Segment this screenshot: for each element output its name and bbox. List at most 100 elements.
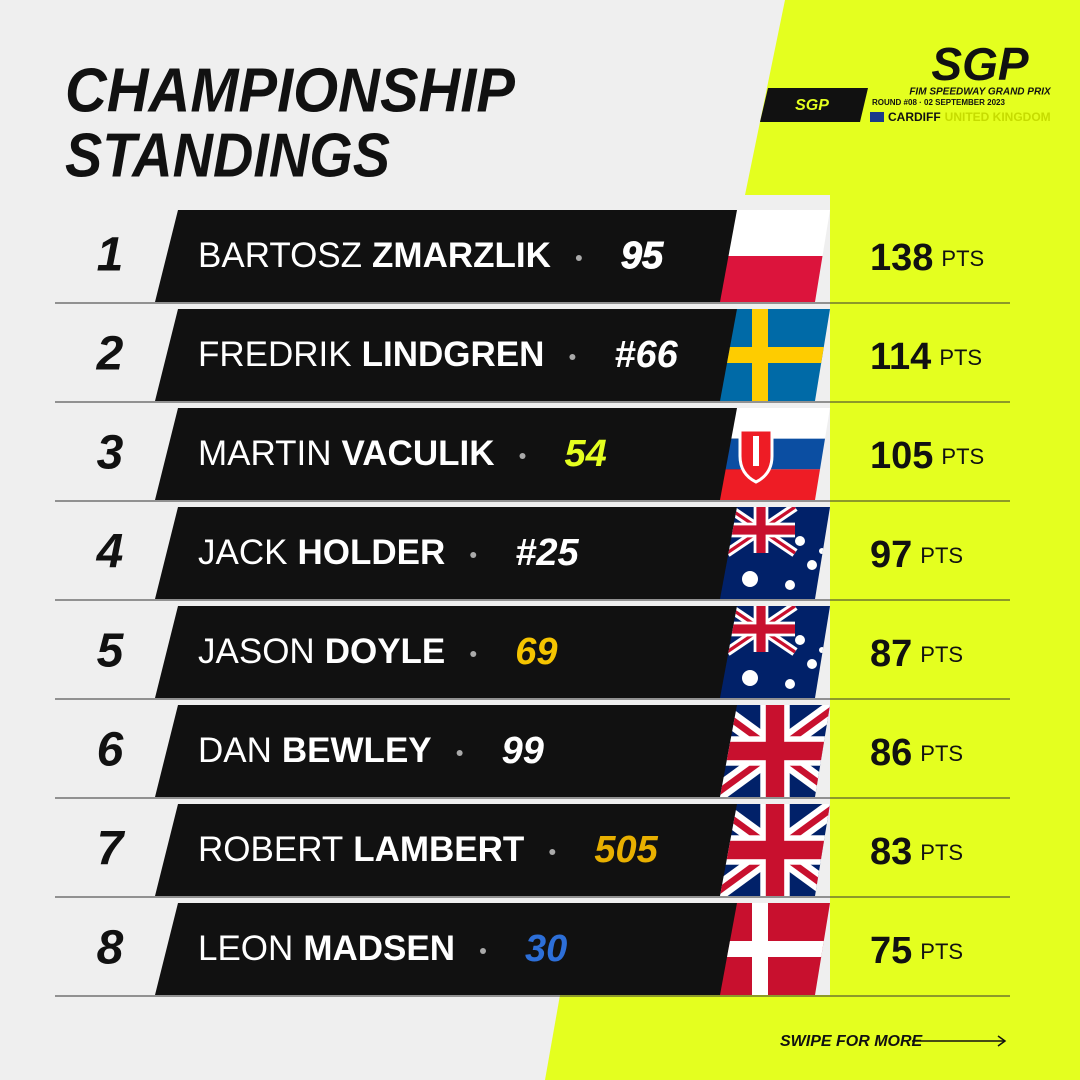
flag-band <box>720 438 830 470</box>
flag-cross <box>720 840 830 860</box>
points-unit: PTS <box>920 642 963 667</box>
rider-name: BARTOSZ ZMARZLIK <box>198 236 551 275</box>
first-name: JACK <box>198 533 287 572</box>
first-name: BARTOSZ <box>198 236 362 275</box>
last-name: MADSEN <box>303 929 455 968</box>
row-bar <box>155 606 740 698</box>
points-value: 87 <box>870 633 912 675</box>
city: CARDIFF UNITED KINGDOM <box>888 110 1051 124</box>
rank: 2 <box>96 328 124 381</box>
rider-number: 505 <box>594 829 658 871</box>
rider-number: 95 <box>621 235 664 277</box>
points: 75 PTS <box>870 930 963 972</box>
flag-star <box>807 659 817 669</box>
points-value: 114 <box>870 336 931 378</box>
row-bar <box>155 804 740 896</box>
last-name: LINDGREN <box>362 335 545 374</box>
last-name: LAMBERT <box>353 830 524 869</box>
points-value: 138 <box>870 237 933 279</box>
rider-name: JACK HOLDER <box>198 533 445 572</box>
points-value: 83 <box>870 831 912 873</box>
flag-band <box>720 469 830 500</box>
points: 138 PTS <box>870 237 984 279</box>
rider-name: JASON DOYLE <box>198 632 445 671</box>
rider-number: #66 <box>614 334 678 376</box>
swipe-hint: SWIPE FOR MORE <box>780 1033 924 1050</box>
first-name: JASON <box>198 632 315 671</box>
flag-cross <box>727 525 795 535</box>
badge <box>760 88 868 122</box>
uk-flag-icon <box>870 112 884 122</box>
flag-star <box>807 560 817 570</box>
rank: 1 <box>97 229 124 282</box>
points-value: 97 <box>870 534 912 576</box>
flag-band <box>720 210 830 256</box>
flag-star <box>795 635 805 645</box>
points-unit: PTS <box>939 345 982 370</box>
row-bar <box>155 903 740 995</box>
last-name: BEWLEY <box>282 731 432 770</box>
rider-name: MARTIN VACULIK <box>198 434 495 473</box>
rank: 5 <box>97 625 125 678</box>
separator-dot <box>480 948 486 954</box>
last-name: ZMARZLIK <box>372 236 551 275</box>
first-name: LEON <box>198 929 293 968</box>
last-name: HOLDER <box>297 533 445 572</box>
round-info: ROUND #08 · 02 SEPTEMBER 2023 <box>872 98 1005 107</box>
separator-dot <box>519 453 526 459</box>
flag-cross <box>720 741 830 761</box>
first-name: FREDRIK <box>198 335 352 374</box>
rider-number: 54 <box>565 433 607 475</box>
points: 97 PTS <box>870 534 963 576</box>
accent-step <box>545 995 830 1080</box>
separator-dot <box>575 255 582 261</box>
flag-star <box>785 580 795 590</box>
points-value: 105 <box>870 435 933 477</box>
rider-name: LEON MADSEN <box>198 929 455 968</box>
rank: 7 <box>97 823 126 876</box>
row-bar <box>155 507 740 599</box>
title-line: CHAMPIONSHIP <box>65 56 516 125</box>
first-name: ROBERT <box>198 830 343 869</box>
points: 87 PTS <box>870 633 963 675</box>
points-unit: PTS <box>920 840 963 865</box>
points: 86 PTS <box>870 732 963 774</box>
rider-number: 99 <box>502 730 544 772</box>
first-name: MARTIN <box>198 434 332 473</box>
points-unit: PTS <box>920 543 963 568</box>
arrow-head <box>997 1035 1007 1047</box>
flag-band <box>720 256 830 302</box>
row-bar <box>155 309 740 401</box>
first-name: DAN <box>198 731 272 770</box>
flag-band <box>720 408 830 439</box>
flag <box>720 408 830 500</box>
rider-number: 69 <box>515 631 557 673</box>
separator-dot <box>470 552 477 558</box>
rider-number: #25 <box>515 532 579 574</box>
rank: 8 <box>97 922 124 975</box>
flag-cross <box>720 347 830 363</box>
points: 114 PTS <box>870 336 982 378</box>
flag <box>720 309 830 401</box>
flag-star <box>742 670 758 686</box>
separator-dot <box>470 651 477 657</box>
points: 105 PTS <box>870 435 984 477</box>
last-name: DOYLE <box>325 632 446 671</box>
points-value: 86 <box>870 732 912 774</box>
flag <box>720 210 830 302</box>
rank: 4 <box>96 526 124 579</box>
rider-number: 30 <box>525 928 567 970</box>
flag <box>720 903 830 995</box>
points-unit: PTS <box>941 444 984 469</box>
rider-name: ROBERT LAMBERT <box>198 830 524 869</box>
logo: SGP <box>931 38 1028 90</box>
points-unit: PTS <box>941 246 984 271</box>
country-name: UNITED KINGDOM <box>945 110 1051 124</box>
rank: 3 <box>97 427 124 480</box>
separator-dot <box>456 750 463 756</box>
row-bar <box>155 210 740 302</box>
flag-star <box>795 536 805 546</box>
accent-panel <box>745 0 1080 1080</box>
